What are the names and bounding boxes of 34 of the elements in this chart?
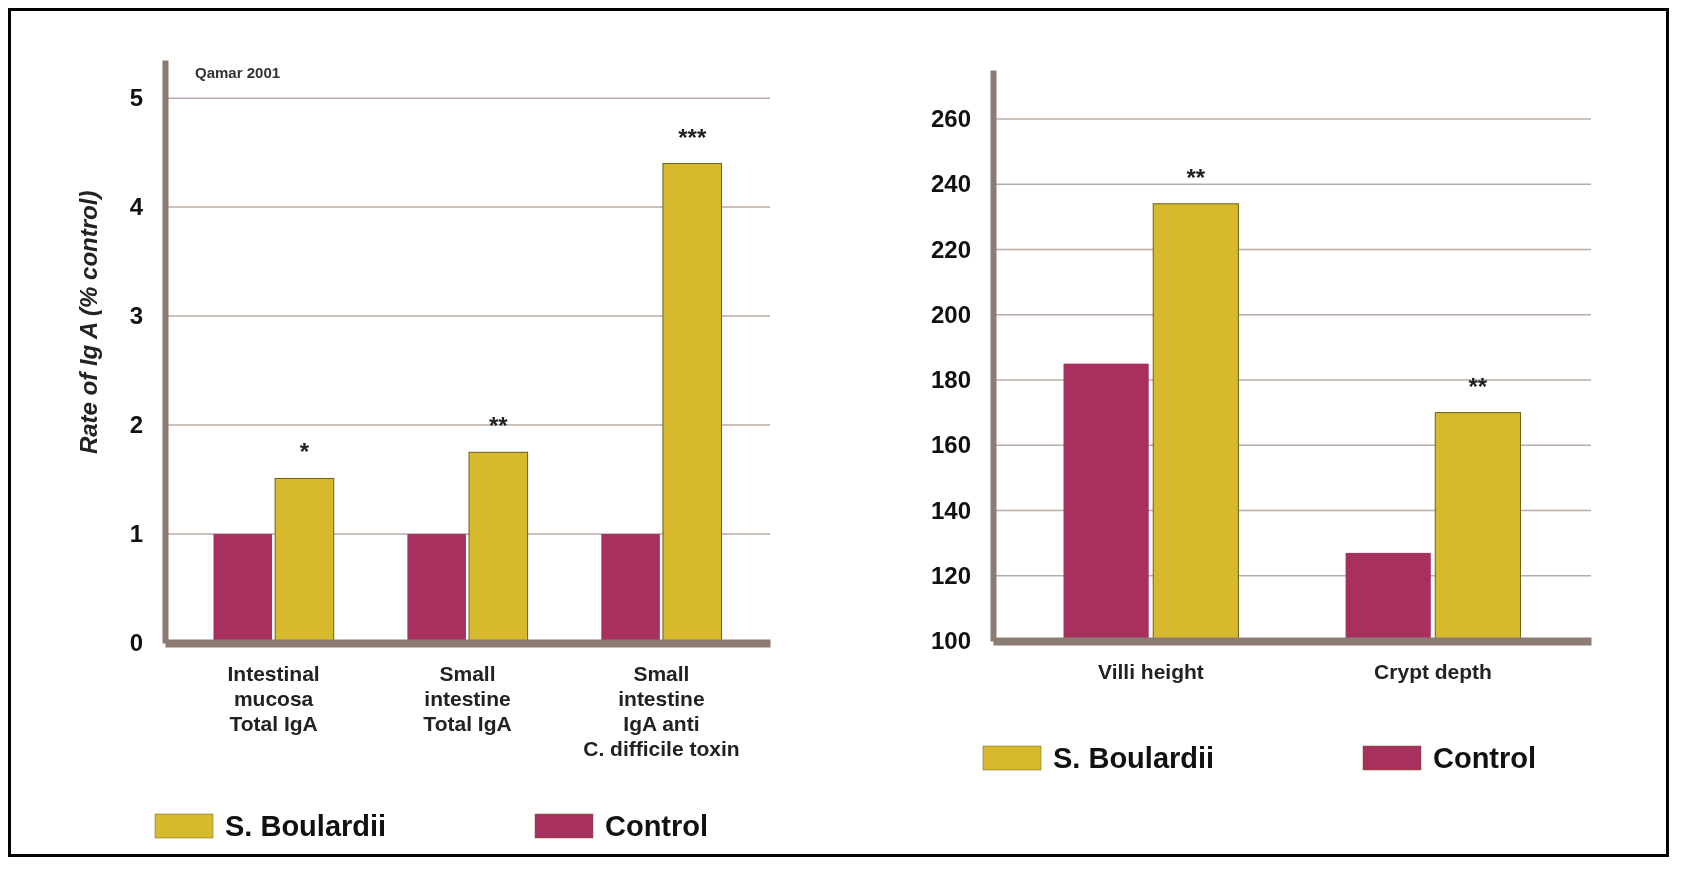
x-tick-label: Small intestine Total IgA [423, 662, 512, 735]
y-tick-label: 2 [129, 411, 143, 439]
y-tick-label: 100 [930, 627, 971, 655]
bar [213, 534, 273, 643]
y-tick-label: 1 [129, 520, 143, 548]
y-tick-label: 180 [930, 366, 971, 394]
y-tick-label: 4 [129, 193, 144, 221]
annotation: *** [678, 123, 707, 151]
y-tick-label: 240 [930, 170, 971, 198]
y-tick-label: 260 [930, 105, 971, 133]
x-tick-label: Intestinal mucosa Total IgA [227, 662, 320, 735]
legend-label: S. Boulardii [1053, 742, 1215, 774]
x-tick-label: Small intestine IgA anti C. difficile toxin [583, 662, 740, 760]
y-axis-title: Rate of Ig A (% control) [75, 190, 102, 455]
y-tick-label: 160 [930, 431, 971, 459]
legend-label: S. Boulardii [225, 810, 387, 842]
y-tick-label: 220 [930, 235, 971, 263]
annotation: Qamar 2001 [195, 64, 281, 81]
legend-label: Control [605, 810, 709, 842]
x-tick-label: Villi height [1098, 660, 1204, 683]
annotation: ** [1186, 163, 1206, 191]
annotation: ** [488, 412, 509, 440]
y-tick-label: 5 [129, 84, 143, 112]
y-tick-label: 120 [930, 561, 971, 589]
x-tick-label: Crypt depth [1374, 660, 1492, 683]
y-tick-label: 140 [930, 496, 971, 524]
y-tick-label: 200 [930, 300, 971, 328]
legend-label: Control [1433, 742, 1537, 774]
y-tick-label: 0 [129, 629, 143, 657]
bar [407, 534, 466, 643]
annotation: * [299, 438, 310, 466]
annotation: ** [1468, 372, 1488, 400]
bar [601, 534, 660, 643]
y-tick-label: 3 [129, 302, 143, 330]
